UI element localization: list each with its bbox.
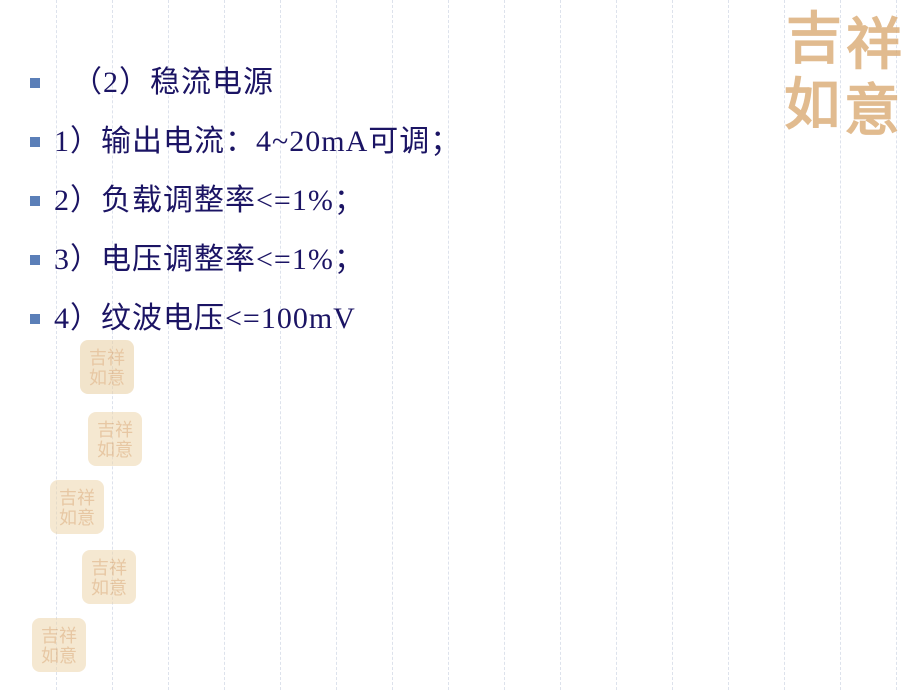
svg-text:如意: 如意: [97, 440, 133, 460]
svg-text:吉祥: 吉祥: [91, 558, 127, 578]
list-text: （2）稳流电源: [72, 60, 274, 105]
bullet-icon: [30, 255, 40, 265]
seal-stamp: 吉祥如意: [30, 616, 88, 674]
list-item: （2）稳流电源: [30, 60, 890, 105]
svg-text:吉祥: 吉祥: [89, 348, 125, 368]
bullet-icon: [30, 314, 40, 324]
bullet-icon: [30, 196, 40, 206]
svg-text:如意: 如意: [91, 578, 127, 598]
svg-text:吉祥: 吉祥: [59, 488, 95, 508]
list-item: 4）纹波电压<=100mV: [30, 296, 890, 341]
seal-stamp: 吉祥如意: [78, 338, 136, 396]
list-text: 2）负载调整率<=1%；: [54, 178, 365, 223]
svg-text:如意: 如意: [41, 646, 77, 666]
list-text: 1）输出电流：4~20mA可调；: [54, 119, 461, 164]
list-item: 1）输出电流：4~20mA可调；: [30, 119, 890, 164]
svg-text:吉祥: 吉祥: [41, 626, 77, 646]
slide-content: （2）稳流电源 1）输出电流：4~20mA可调； 2）负载调整率<=1%； 3）…: [0, 0, 920, 341]
svg-text:吉祥: 吉祥: [97, 420, 133, 440]
list-text: 4）纹波电压<=100mV: [54, 296, 356, 341]
svg-text:如意: 如意: [59, 508, 95, 528]
bullet-icon: [30, 137, 40, 147]
seal-stamp: 吉祥如意: [48, 478, 106, 536]
seal-stamp: 吉祥如意: [80, 548, 138, 606]
list-text: 3）电压调整率<=1%；: [54, 237, 365, 282]
list-item: 2）负载调整率<=1%；: [30, 178, 890, 223]
list-item: 3）电压调整率<=1%；: [30, 237, 890, 282]
svg-text:如意: 如意: [89, 368, 125, 388]
bullet-icon: [30, 78, 40, 88]
seal-stamp: 吉祥如意: [86, 410, 144, 468]
